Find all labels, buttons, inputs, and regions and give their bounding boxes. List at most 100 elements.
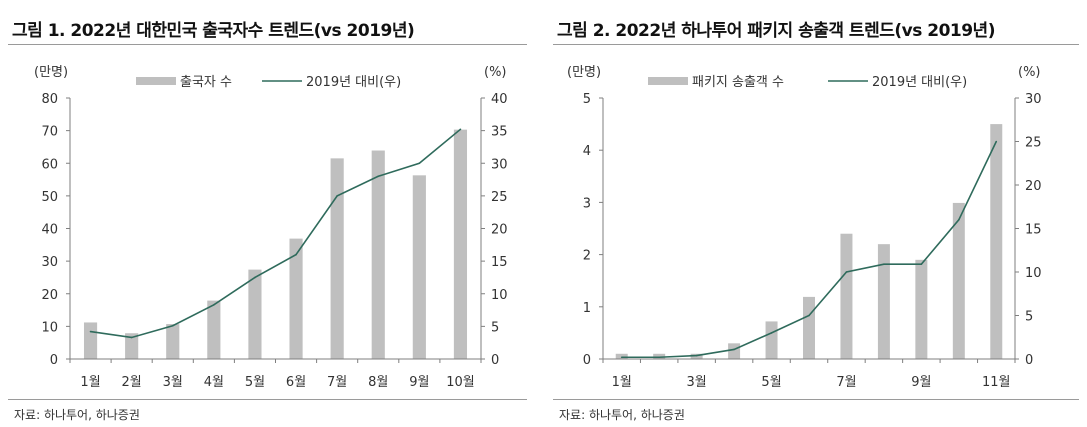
line-point — [845, 271, 848, 273]
legend-line-label: 2019년 대비(우) — [872, 75, 967, 90]
chart-1-svg: (만명) (%)출국자 수 2019년 대비(우)01020304050607080… — [34, 65, 508, 390]
left-tick-label: 1 — [583, 301, 591, 316]
bar — [125, 333, 139, 359]
left-tick-label: 30 — [41, 255, 58, 270]
line-point — [254, 276, 256, 279]
chart-title: 그림 1. 2022년 대한민국 출국자수 트렌드(vs 2019년) — [12, 21, 415, 41]
chart-title: 그림 2. 2022년 하나투어 패키지 송출객 트렌드(vs 2019년) — [557, 21, 995, 41]
legend-bar-swatch — [136, 77, 176, 85]
line-point — [920, 263, 923, 265]
x-tick-label: 7월 — [836, 375, 856, 390]
x-tick-label: 7월 — [327, 375, 347, 390]
source-note: 자료: 하나투어, 하나증권 — [559, 408, 685, 422]
bar — [166, 324, 180, 359]
left-tick-label: 70 — [41, 125, 58, 140]
x-tick-label: 11월 — [982, 375, 1011, 390]
left-tick-label: 5 — [583, 92, 591, 107]
line-point — [620, 356, 623, 359]
line-point — [770, 332, 773, 334]
right-tick-label: 15 — [491, 255, 508, 270]
legend-line-label: 2019년 대비(우) — [306, 75, 401, 90]
bar — [877, 244, 890, 359]
right-tick-label: 0 — [1025, 353, 1033, 368]
left-tick-label: 4 — [583, 144, 591, 159]
title-divider — [553, 44, 1079, 45]
line-point — [213, 304, 215, 306]
line-series — [90, 128, 461, 339]
line-point — [695, 354, 698, 357]
bar — [371, 150, 385, 359]
right-axis-unit: (%) — [484, 65, 507, 80]
x-tick-label: 1월 — [612, 375, 632, 390]
bar — [330, 158, 344, 359]
footer-divider — [8, 399, 527, 400]
right-tick-label: 10 — [1025, 266, 1042, 281]
right-tick-label: 5 — [1025, 310, 1033, 325]
right-tick-label: 0 — [491, 353, 499, 368]
line-point — [295, 253, 297, 256]
left-tick-label: 80 — [41, 92, 58, 107]
bar — [453, 129, 468, 359]
x-tick-label: 4월 — [204, 375, 224, 390]
footer-divider — [553, 399, 1079, 400]
x-tick-label: 2월 — [122, 375, 142, 390]
left-axis-unit: (만명) — [34, 65, 68, 80]
bar — [840, 233, 853, 359]
bar — [653, 353, 666, 359]
x-tick-label: 6월 — [286, 375, 306, 390]
bar — [765, 321, 778, 359]
bar — [952, 202, 965, 359]
x-tick-label: 9월 — [409, 375, 429, 390]
chart-panel-1: 그림 1. 2022년 대한민국 출국자수 트렌드(vs 2019년) (만명)… — [0, 0, 535, 427]
line-point — [958, 219, 960, 221]
right-tick-label: 20 — [491, 223, 508, 238]
line-point — [418, 162, 421, 165]
bar — [728, 343, 741, 359]
source-note: 자료: 하나투어, 하나증권 — [14, 408, 140, 422]
title-divider — [8, 44, 527, 45]
bar — [207, 300, 221, 359]
legend-bar-label: 출국자 수 — [180, 75, 232, 90]
line-point — [130, 336, 133, 339]
chart-panel-2: 그림 2. 2022년 하나투어 패키지 송출객 트렌드(vs 2019년) (… — [545, 0, 1087, 427]
bar — [412, 175, 426, 359]
right-tick-label: 20 — [1025, 179, 1042, 194]
legend-bar-swatch — [648, 77, 688, 85]
bar — [690, 353, 703, 359]
left-tick-label: 0 — [50, 353, 58, 368]
bar — [83, 322, 98, 359]
right-tick-label: 30 — [491, 157, 508, 172]
x-tick-label: 1월 — [80, 375, 100, 390]
x-tick-label: 5월 — [245, 375, 265, 390]
x-tick-label: 5월 — [761, 375, 781, 390]
right-axis-unit: (%) — [1018, 65, 1041, 80]
right-tick-label: 25 — [1025, 136, 1042, 151]
x-tick-label: 10월 — [446, 375, 475, 390]
bar — [289, 238, 303, 359]
right-tick-label: 35 — [491, 125, 508, 140]
x-tick-label: 3월 — [163, 375, 183, 390]
right-tick-label: 40 — [491, 92, 508, 107]
bar — [615, 353, 628, 359]
line-point — [459, 128, 462, 131]
line-point — [658, 356, 660, 359]
x-tick-label: 9월 — [911, 375, 931, 390]
left-tick-label: 10 — [41, 320, 58, 335]
line-point — [808, 314, 810, 317]
legend-bar-label: 패키지 송출객 수 — [692, 75, 784, 90]
line-point — [377, 175, 380, 178]
chart-2-svg: (만명) (%) 패키지 송출객 수 2019년 대비(우) 0 1 2 3 4 5 0 5 10 15 2… — [567, 65, 1042, 390]
left-tick-label: 50 — [41, 190, 58, 205]
line-point — [733, 348, 735, 351]
right-tick-label: 30 — [1025, 92, 1042, 107]
left-tick-label: 3 — [583, 196, 591, 211]
line-point — [89, 330, 92, 333]
right-tick-label: 5 — [491, 320, 499, 335]
x-tick-label: 8월 — [368, 375, 388, 390]
bar — [915, 259, 928, 359]
left-tick-label: 0 — [583, 353, 591, 368]
bar — [990, 124, 1003, 359]
left-tick-label: 2 — [583, 249, 591, 264]
right-tick-label: 25 — [491, 190, 508, 205]
left-tick-label: 60 — [41, 157, 58, 172]
